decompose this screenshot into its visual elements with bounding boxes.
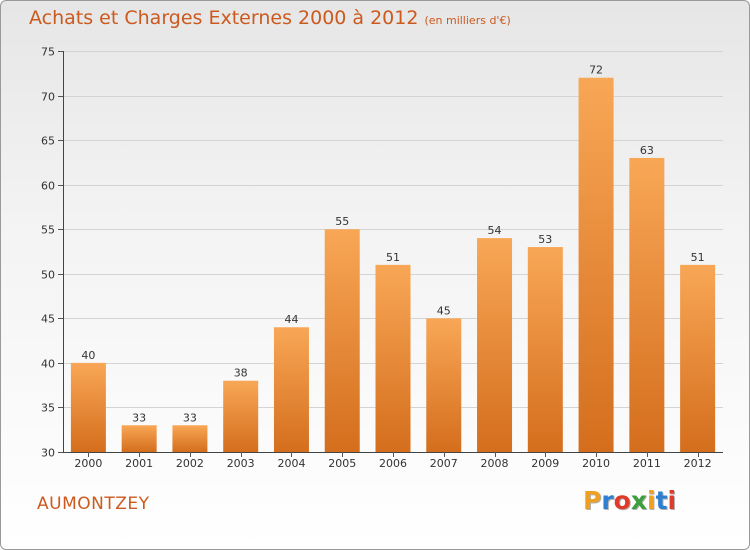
bar <box>629 157 665 452</box>
data-label: 51 <box>386 251 400 264</box>
bar <box>477 238 513 452</box>
data-label: 53 <box>538 233 552 246</box>
data-label: 45 <box>437 304 451 317</box>
bar <box>527 247 563 452</box>
proxiti-logo[interactable]: Proxiti <box>583 486 676 515</box>
y-tick-label: 65 <box>41 135 55 148</box>
logo-letter: P <box>583 486 602 515</box>
x-tick-label: 2003 <box>227 457 255 470</box>
bar <box>70 362 106 452</box>
x-tick-label: 2007 <box>430 457 458 470</box>
logo-letter: x <box>630 486 647 515</box>
title-text: Achats et Charges Externes 2000 à 2012 <box>29 7 419 29</box>
x-tick-label: 2011 <box>633 457 661 470</box>
x-tick-label: 2012 <box>684 457 712 470</box>
data-label: 63 <box>640 144 654 157</box>
y-tick-label: 40 <box>41 358 55 371</box>
bars <box>70 77 716 452</box>
data-label: 55 <box>335 215 349 228</box>
x-tick-label: 2009 <box>531 457 559 470</box>
x-tick-label: 2004 <box>277 457 305 470</box>
bar <box>223 380 259 452</box>
x-tick-label: 2005 <box>328 457 356 470</box>
y-tick-label: 45 <box>41 313 55 326</box>
y-tick-label: 50 <box>41 269 55 282</box>
y-tick-label: 60 <box>41 180 55 193</box>
bar <box>680 264 716 452</box>
y-axis: 30 35 40 45 50 55 60 65 70 75 <box>41 46 64 460</box>
logo-letter: o <box>613 486 631 515</box>
data-label: 51 <box>691 251 705 264</box>
logo-letter: r <box>601 486 614 515</box>
data-label: 40 <box>81 349 95 362</box>
logo-letter: i <box>647 486 656 515</box>
bar <box>273 327 309 452</box>
logo-letter: t <box>655 486 668 515</box>
bar <box>578 77 614 452</box>
logo-letter: i <box>667 486 677 515</box>
x-axis: 2000 2001 2002 2003 2004 2005 2006 2007 2008 2009… <box>63 452 723 470</box>
data-labels: 40 33 33 38 44 55 51 45 54 53 72 63 51 <box>81 64 704 425</box>
bar <box>375 264 411 452</box>
bar <box>426 318 462 452</box>
chart-title: Achats et Charges Externes 2000 à 2012 (e… <box>29 7 511 29</box>
y-tick-label: 35 <box>41 402 55 415</box>
x-tick-label: 2006 <box>379 457 407 470</box>
x-tick-label: 2002 <box>176 457 204 470</box>
data-label: 33 <box>132 411 146 424</box>
y-tick-label: 30 <box>41 447 55 460</box>
title-unit: (en milliers d'€) <box>424 14 511 27</box>
y-tick-label: 75 <box>41 46 55 59</box>
bar <box>324 229 360 452</box>
x-tick-label: 2001 <box>125 457 153 470</box>
data-label: 72 <box>589 64 603 77</box>
bar <box>172 425 208 452</box>
data-label: 44 <box>284 313 298 326</box>
data-label: 54 <box>488 224 502 237</box>
bar <box>121 425 157 452</box>
y-tick-label: 55 <box>41 224 55 237</box>
data-label: 38 <box>234 367 248 380</box>
y-tick-label: 70 <box>41 91 55 104</box>
commune-name: AUMONTZEY <box>37 494 150 514</box>
x-tick-label: 2000 <box>74 457 102 470</box>
x-tick-label: 2010 <box>582 457 610 470</box>
x-tick-label: 2008 <box>481 457 509 470</box>
data-label: 33 <box>183 411 197 424</box>
